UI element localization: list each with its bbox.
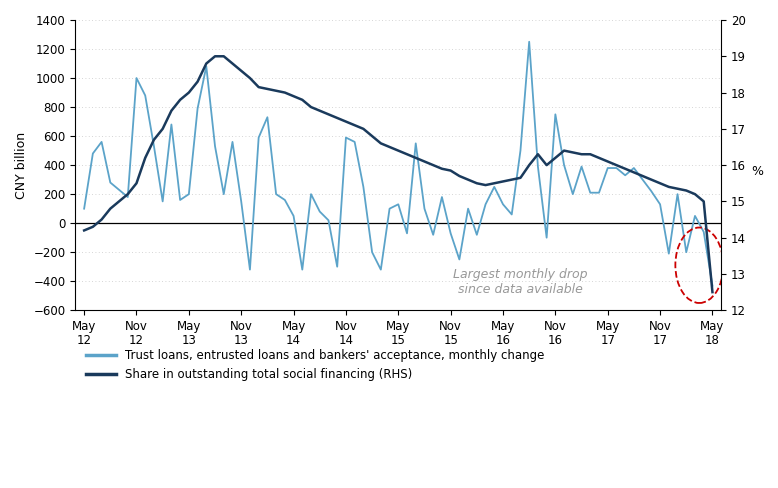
Text: Largest monthly drop
since data available: Largest monthly drop since data availabl… [454,268,587,296]
Y-axis label: %: % [751,165,763,178]
Legend: Trust loans, entrusted loans and bankers' acceptance, monthly change, Share in o: Trust loans, entrusted loans and bankers… [82,344,549,386]
Y-axis label: CNY billion: CNY billion [15,132,28,199]
